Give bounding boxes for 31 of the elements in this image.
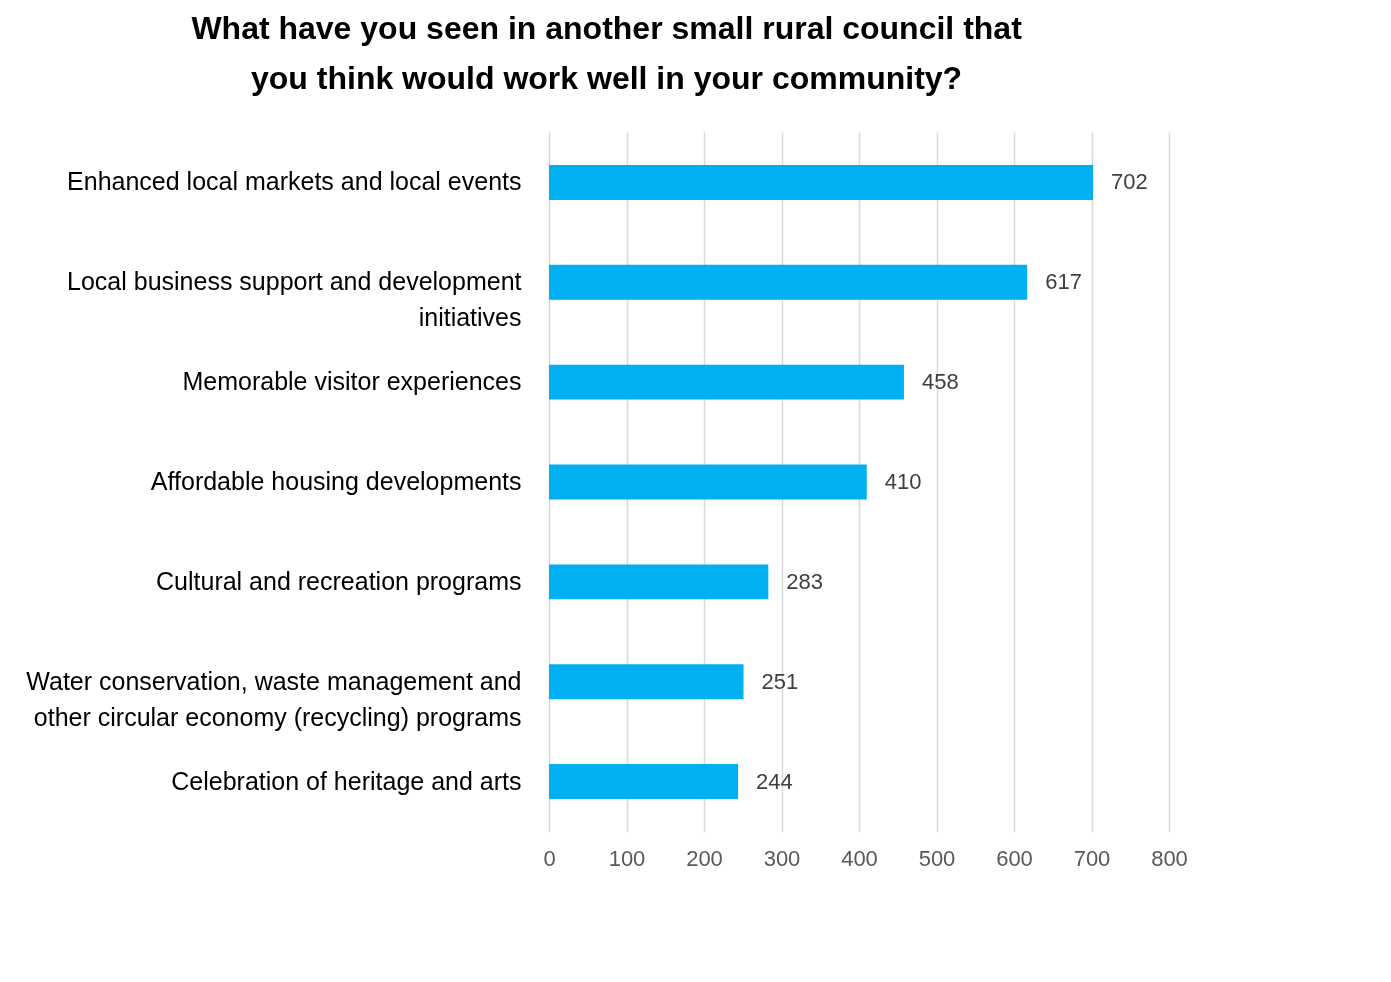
y-tick-label: Affordable housing developments bbox=[150, 467, 522, 495]
bar bbox=[549, 364, 904, 400]
x-tick-label: 300 bbox=[763, 845, 801, 871]
y-tick-label: Local business support and development initiatives bbox=[67, 267, 522, 332]
data-label: 617 bbox=[1045, 269, 1082, 295]
data-label: 410 bbox=[884, 469, 922, 494]
bar bbox=[549, 564, 769, 600]
data-label: 283 bbox=[786, 568, 824, 594]
x-tick-label: 600 bbox=[996, 845, 1033, 871]
bar bbox=[549, 164, 1094, 200]
bar bbox=[549, 664, 744, 700]
x-tick-label: 100 bbox=[608, 845, 646, 871]
data-label: 251 bbox=[761, 668, 799, 694]
data-label: 244 bbox=[756, 768, 793, 794]
x-tick-label: 500 bbox=[918, 845, 956, 871]
y-tick-label: Memorable visitor experiences bbox=[182, 367, 522, 396]
x-tick-label: 800 bbox=[1151, 845, 1188, 871]
x-tick-label: 200 bbox=[686, 845, 723, 871]
bar bbox=[549, 264, 1028, 300]
x-tick-label: 700 bbox=[1073, 845, 1111, 871]
chart-title: What have you seen in another small rural council that you think would work well in your community? bbox=[191, 10, 1023, 96]
x-tick-label: 0 bbox=[543, 845, 556, 871]
data-label: 458 bbox=[921, 369, 959, 395]
data-label: 702 bbox=[1111, 169, 1148, 195]
y-tick-label: Enhanced local markets and local events bbox=[67, 167, 522, 196]
bar bbox=[549, 464, 867, 500]
y-tick-label: Water conservation, waste management and other circular economy (recycling) programs bbox=[26, 666, 522, 731]
bar bbox=[549, 764, 739, 800]
y-tick-label: Celebration of heritage and arts bbox=[171, 766, 522, 795]
x-tick-label: 400 bbox=[841, 845, 878, 871]
y-tick-label: Cultural and recreation programs bbox=[156, 566, 522, 595]
